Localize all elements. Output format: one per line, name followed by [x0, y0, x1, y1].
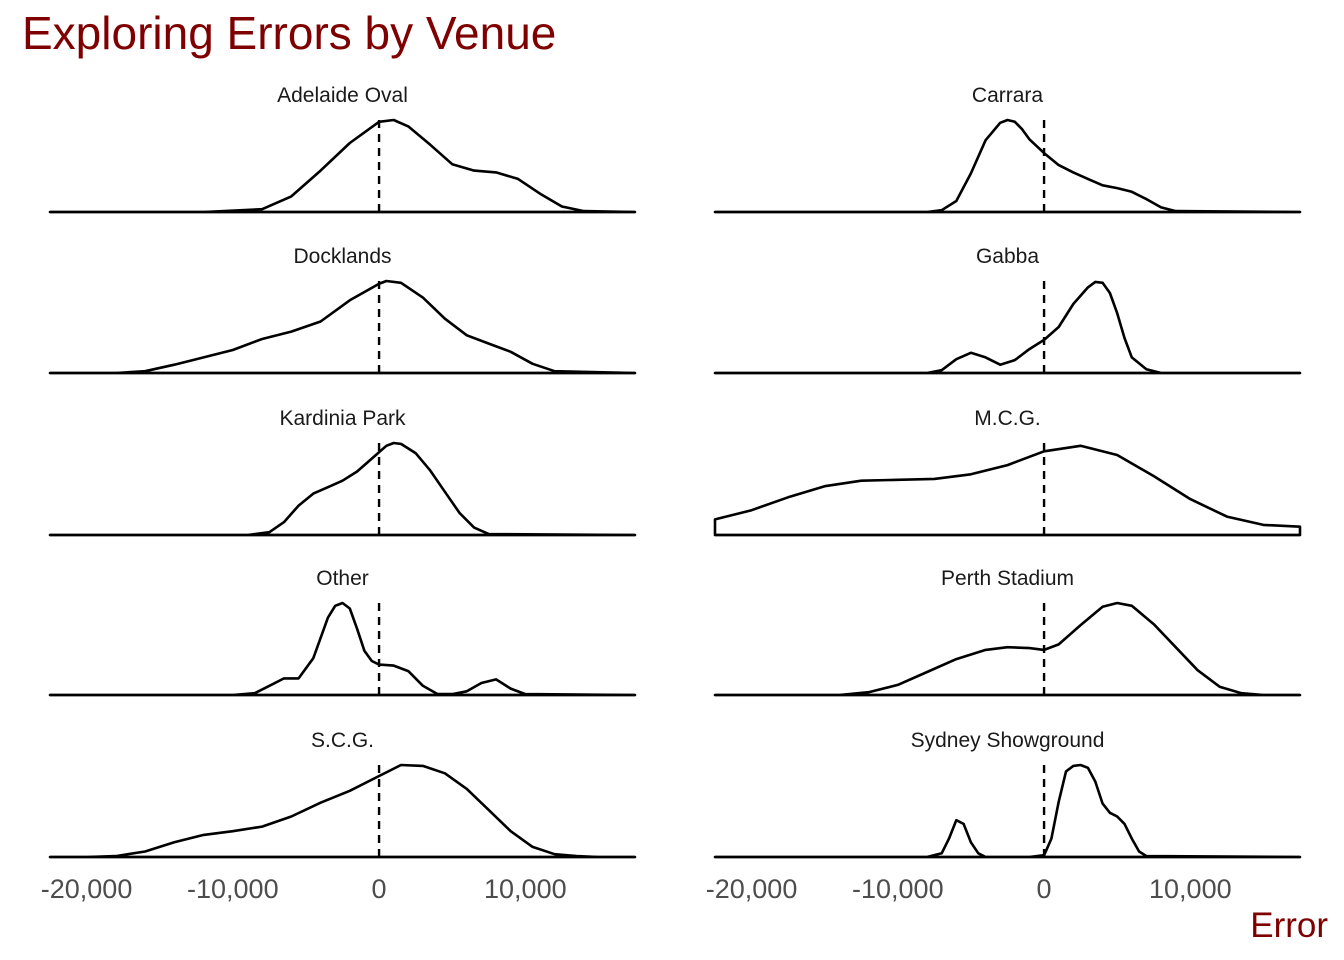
x-tick-label-col2-2: -10,000 [852, 874, 944, 904]
panel-label-perth-stadium: Perth Stadium [941, 567, 1074, 590]
panel-label-m-c-g: M.C.G. [974, 407, 1041, 430]
x-tick-label-col2-1: -20,000 [706, 874, 798, 904]
panel-label-docklands: Docklands [293, 245, 391, 268]
x-axis-label: Error [1250, 906, 1328, 945]
density-curve-docklands [48, 279, 637, 375]
density-curve-perth-stadium [713, 601, 1302, 697]
panel-label-kardinia-park: Kardinia Park [279, 407, 406, 430]
density-curve-adelaide-oval [48, 118, 637, 214]
density-curve-gabba [713, 280, 1302, 375]
panel-label-adelaide-oval: Adelaide Oval [277, 84, 408, 107]
density-curve-sydney-showground [713, 763, 1302, 859]
x-tick-label-col2-4: 10,000 [1149, 874, 1232, 904]
panel-m-c-g: M.C.G. [713, 407, 1302, 537]
panel-label-s-c-g: S.C.G. [311, 729, 374, 752]
x-tick-label-col1-4: 10,000 [484, 874, 567, 904]
panel-gabba: Gabba [713, 245, 1302, 375]
panel-label-carrara: Carrara [972, 84, 1044, 107]
panel-label-gabba: Gabba [976, 245, 1039, 268]
density-curve-s-c-g [48, 763, 637, 859]
chart-title: Exploring Errors by Venue [22, 7, 557, 59]
x-tick-label-col1-2: -10,000 [187, 874, 279, 904]
panel-s-c-g: S.C.G. [48, 729, 637, 859]
x-tick-label-col1-3: 0 [372, 874, 387, 904]
x-tick-label-col1-1: -20,000 [41, 874, 133, 904]
panel-label-sydney-showground: Sydney Showground [911, 729, 1105, 752]
density-curve-m-c-g [713, 444, 1302, 537]
panel-perth-stadium: Perth Stadium [713, 567, 1302, 697]
panel-carrara: Carrara [713, 84, 1302, 214]
density-curve-carrara [713, 118, 1302, 214]
panel-sydney-showground: Sydney Showground [713, 729, 1302, 859]
panel-other: Other [48, 567, 637, 697]
panel-docklands: Docklands [48, 245, 637, 375]
panel-label-other: Other [316, 567, 369, 590]
panel-kardinia-park: Kardinia Park [48, 407, 637, 537]
x-tick-label-col2-3: 0 [1037, 874, 1052, 904]
density-curve-other [48, 601, 637, 697]
density-curve-kardinia-park [48, 441, 637, 537]
panel-adelaide-oval: Adelaide Oval [48, 84, 637, 214]
